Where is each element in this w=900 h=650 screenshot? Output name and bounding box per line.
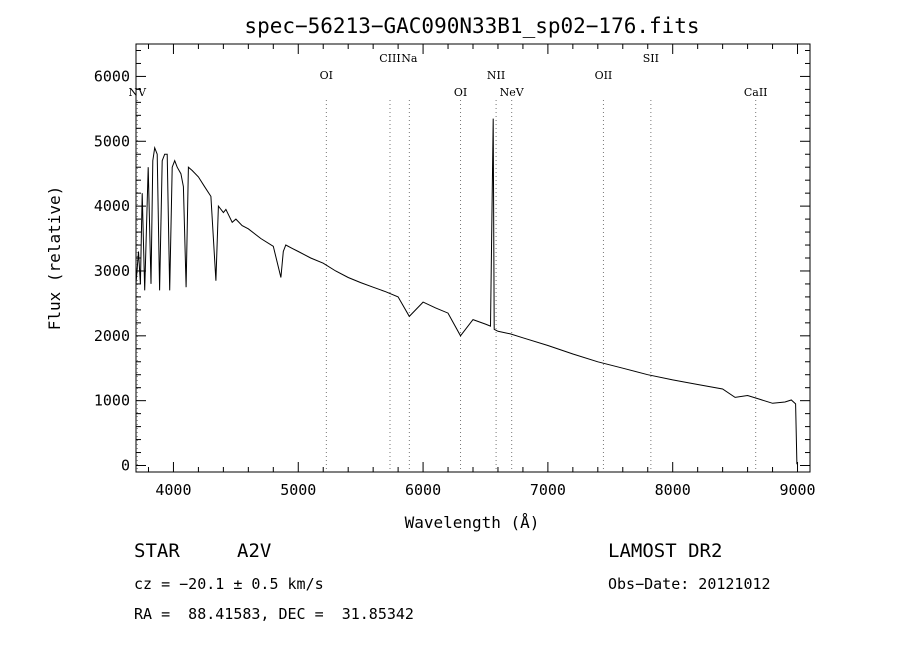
- plot-frame: [135, 43, 811, 473]
- object-subclass: A2V: [237, 540, 272, 562]
- x-tick-label: 4000: [155, 481, 191, 499]
- ra-dec-coordinates: RA = 88.41583, DEC = 31.85342: [134, 605, 414, 623]
- emission-line-label: CaII: [744, 86, 768, 99]
- emission-line-label: OI: [454, 86, 467, 99]
- flux-spectrum-line: [135, 118, 798, 465]
- x-tick-label: 5000: [280, 481, 316, 499]
- survey-name: LAMOST DR2: [608, 540, 723, 562]
- y-tick-label: 1000: [94, 392, 130, 410]
- x-tick-label: 7000: [530, 481, 566, 499]
- emission-line-label: CIII: [379, 52, 400, 65]
- object-class: STAR: [134, 540, 180, 562]
- chart-title: spec−56213−GAC090N33B1_sp02−176.fits: [244, 14, 699, 38]
- x-axis-label: Wavelength (Å): [405, 513, 540, 532]
- x-tick-label: 9000: [779, 481, 815, 499]
- emission-line-label: OII: [595, 69, 613, 82]
- emission-line-label: NeV: [500, 86, 525, 99]
- x-axis-ticks: 4000 5000 6000 7000 8000 9000: [147, 44, 816, 499]
- y-axis-label: Flux (relative): [45, 186, 64, 331]
- x-tick-label: 6000: [405, 481, 441, 499]
- emission-line-label: NV: [128, 86, 147, 99]
- y-tick-label: 2000: [94, 327, 130, 345]
- y-tick-label: 6000: [94, 67, 130, 85]
- emission-line-label: OI: [320, 69, 333, 82]
- y-tick-label: 4000: [94, 197, 130, 215]
- y-tick-label: 3000: [94, 262, 130, 280]
- emission-line-label: SII: [643, 52, 659, 65]
- y-axis-ticks: 0 1000 2000 3000 4000 5000 6000: [94, 49, 810, 475]
- x-tick-label: 8000: [655, 481, 691, 499]
- emission-line-label: NII: [487, 69, 505, 82]
- emission-line-markers: NV OI CIII Na OI NII NeV OII SII CaII: [128, 52, 768, 472]
- redshift-cz: cz = −20.1 ± 0.5 km/s: [134, 575, 324, 593]
- y-tick-label: 0: [121, 457, 130, 475]
- emission-line-label: Na: [401, 52, 418, 65]
- y-tick-label: 5000: [94, 132, 130, 150]
- observation-date: Obs−Date: 20121012: [608, 575, 771, 593]
